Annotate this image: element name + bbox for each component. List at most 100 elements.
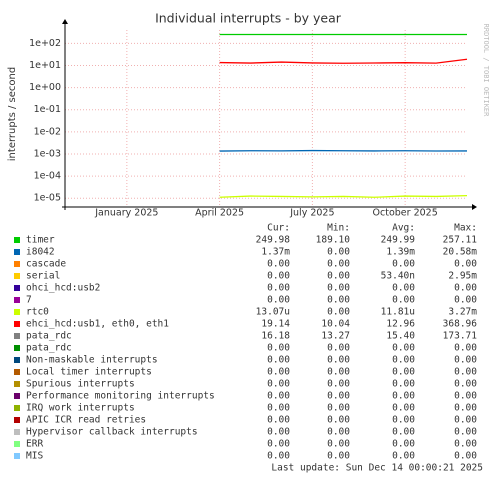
legend-stat: 1.37m (261, 247, 290, 258)
legend-stat: 0.00 (267, 343, 290, 354)
legend-label: 7 (26, 295, 32, 306)
legend-stat: 0.00 (392, 439, 415, 450)
legend-stat: 189.10 (316, 235, 351, 246)
legend-label: Spurious interrupts (26, 379, 135, 390)
legend-stat: 0.00 (327, 451, 350, 462)
x-arrow (472, 204, 477, 210)
legend-stat: 173.71 (443, 331, 478, 342)
legend-stat: 15.40 (386, 331, 415, 342)
legend-swatch (14, 393, 20, 399)
legend-label: Performance monitoring interrupts (26, 391, 215, 402)
y-tick-label: 1e-05 (34, 193, 61, 204)
legend-label: Local timer interrupts (26, 367, 152, 378)
y-axis-label: interrupts / second (7, 67, 18, 161)
series-line (219, 58, 468, 64)
legend-stat: 0.00 (267, 283, 290, 294)
legend-stat: 0.00 (454, 355, 477, 366)
legend-label: IRQ work interrupts (26, 403, 135, 414)
legend-stat: 0.00 (267, 367, 290, 378)
x-tick-label: April 2025 (195, 208, 244, 219)
legend-swatch (14, 321, 20, 327)
legend-stat: 0.00 (454, 451, 477, 462)
legend-stat: 0.00 (454, 427, 477, 438)
legend-swatch (14, 249, 20, 255)
legend-label: ERR (26, 439, 43, 450)
x-tick-label: July 2025 (289, 208, 334, 219)
plot-area (65, 30, 467, 207)
legend-stat: 0.00 (327, 307, 350, 318)
legend-header: Avg: (392, 223, 415, 234)
chart-title: Individual interrupts - by year (155, 11, 342, 26)
legend-stat: 0.00 (267, 427, 290, 438)
legend-stat: 16.18 (261, 331, 290, 342)
legend-stat: 0.00 (392, 295, 415, 306)
legend-label: Non-maskable interrupts (26, 355, 158, 366)
legend-label: ohci_hcd:usb2 (26, 283, 100, 294)
legend-stat: 0.00 (392, 355, 415, 366)
legend-label: ehci_hcd:usb1, eth0, eth1 (26, 319, 169, 330)
legend-stat: 368.96 (443, 319, 478, 330)
legend-stat: 20.58m (443, 247, 478, 258)
legend-stat: 249.99 (381, 235, 416, 246)
x-tick-label: October 2025 (373, 208, 438, 219)
legend-stat: 12.96 (386, 319, 415, 330)
legend-stat: 10.04 (321, 319, 350, 330)
legend-label: Hypervisor callback interrupts (26, 427, 198, 438)
legend-label: MIS (26, 451, 43, 462)
legend-stat: 0.00 (327, 379, 350, 390)
legend-stat: 53.40n (381, 271, 415, 282)
legend-stat: 3.27m (448, 307, 477, 318)
legend-swatch (14, 309, 20, 315)
legend-stat: 0.00 (267, 451, 290, 462)
legend-label: timer (26, 235, 55, 246)
legend-label: pata_rdc (26, 331, 72, 342)
legend-stat: 0.00 (327, 355, 350, 366)
legend-stat: 0.00 (267, 295, 290, 306)
legend-stat: 0.00 (392, 403, 415, 414)
legend-swatch (14, 297, 20, 303)
legend-stat: 0.00 (327, 403, 350, 414)
legend-stat: 0.00 (454, 415, 477, 426)
legend-stat: 0.00 (327, 283, 350, 294)
y-arrow (62, 19, 68, 24)
x-tick-label: January 2025 (94, 208, 158, 219)
legend-stat: 1.39m (386, 247, 415, 258)
legend-stat: 257.11 (443, 235, 478, 246)
legend-stat: 13.27 (321, 331, 350, 342)
legend-label: i8042 (26, 247, 55, 258)
y-tick-label: 1e+02 (29, 38, 61, 49)
legend-stat: 0.00 (392, 367, 415, 378)
legend-stat: 0.00 (454, 343, 477, 354)
legend-label: APIC ICR read retries (26, 415, 146, 426)
legend-stat: 0.00 (327, 391, 350, 402)
legend-stat: 0.00 (454, 391, 477, 402)
legend-stat: 0.00 (327, 259, 350, 270)
legend-swatch (14, 237, 20, 243)
legend-stat: 0.00 (267, 259, 290, 270)
legend-stat: 0.00 (454, 439, 477, 450)
legend-stat: 0.00 (392, 391, 415, 402)
legend-stat: 0.00 (267, 355, 290, 366)
legend-header: Cur: (267, 223, 290, 234)
legend-stat: 11.81u (381, 307, 415, 318)
legend-swatch (14, 333, 20, 339)
legend-stat: 0.00 (267, 415, 290, 426)
legend-stat: 0.00 (327, 439, 350, 450)
legend-swatch (14, 357, 20, 363)
legend-stat: 0.00 (392, 379, 415, 390)
legend-stat: 0.00 (392, 415, 415, 426)
legend-stat: 0.00 (454, 367, 477, 378)
legend-stat: 0.00 (327, 367, 350, 378)
legend: Cur: Min: Avg: Max: timer 249.98 189.10 249.99 2… (14, 223, 477, 462)
legend-stat: 0.00 (267, 271, 290, 282)
legend-stat: 0.00 (327, 415, 350, 426)
lines (219, 33, 468, 198)
legend-stat: 0.00 (327, 295, 350, 306)
legend-swatch (14, 345, 20, 351)
legend-stat: 0.00 (454, 403, 477, 414)
legend-stat: 2.95m (448, 271, 477, 282)
last-update: Last update: Sun Dec 14 00:00:21 2025 (271, 463, 483, 474)
y-tick-label: 1e-04 (34, 171, 61, 182)
legend-stat: 19.14 (261, 319, 290, 330)
legend-stat: 0.00 (267, 403, 290, 414)
